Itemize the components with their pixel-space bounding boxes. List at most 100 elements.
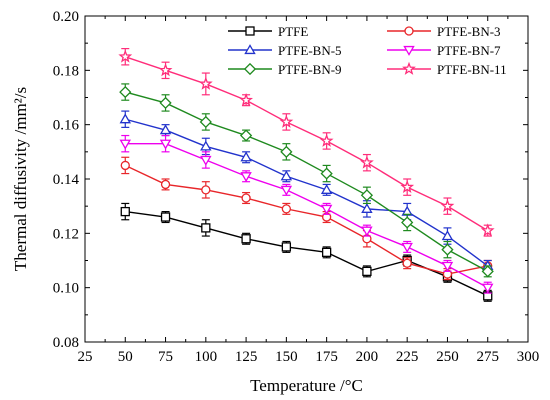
data-point [360, 189, 374, 202]
series-line [125, 210, 489, 297]
data-point [201, 185, 211, 195]
data-point [481, 265, 494, 278]
data-point [240, 151, 252, 162]
x-tick-label: 75 [158, 349, 173, 365]
data-point [120, 160, 130, 171]
data-point [239, 92, 253, 107]
series-line [125, 56, 489, 232]
x-tick-label: 275 [476, 349, 499, 365]
series-layer [118, 47, 495, 302]
data-point [401, 216, 414, 229]
data-point [402, 258, 412, 268]
data-point [159, 124, 172, 135]
legend-marker [244, 44, 256, 55]
data-point [320, 204, 333, 215]
legend-entry: PTFE-BN-3 [387, 24, 501, 39]
data-point [200, 140, 212, 151]
x-tick-label: 225 [396, 349, 419, 365]
data-point [441, 243, 454, 256]
x-tick-label: 25 [78, 349, 93, 365]
y-tick-label: 0.12 [53, 226, 79, 242]
legend-marker [245, 26, 255, 36]
legend-marker [402, 61, 416, 75]
data-point [280, 170, 293, 181]
data-point [241, 193, 251, 203]
x-tick-label: 175 [315, 349, 338, 365]
data-point [159, 139, 172, 150]
series-ptfe-bn-9 [119, 83, 494, 278]
series-line [125, 91, 489, 272]
data-point [319, 133, 334, 147]
legend-entry: PTFE-BN-11 [387, 61, 507, 77]
data-point [281, 242, 292, 252]
data-point [280, 145, 293, 158]
data-point [160, 212, 171, 222]
data-point [120, 206, 130, 217]
data-point [280, 185, 293, 196]
legend: PTFE PTFE-BN-3 PTFE-BN-5 PTFE-BN-7 PTFE-BN-9… [228, 24, 507, 77]
data-point [320, 183, 333, 194]
data-point [482, 283, 494, 294]
data-point [198, 76, 213, 90]
series-line [125, 118, 489, 267]
legend-label: PTFE-BN-7 [437, 43, 501, 58]
legend-label: PTFE-BN-3 [437, 24, 501, 39]
legend-label: PTFE [278, 24, 308, 39]
data-point [281, 204, 292, 214]
data-point [158, 63, 173, 77]
x-tick-label: 50 [118, 349, 133, 365]
x-axis-title: Temperature /°C [250, 376, 363, 395]
data-point [118, 49, 133, 63]
x-tick-label: 250 [436, 349, 459, 365]
series-ptfe-bn-7 [119, 134, 494, 294]
legend-entry: PTFE-BN-7 [387, 43, 501, 58]
legend-marker [403, 45, 415, 56]
y-tick-label: 0.20 [53, 9, 79, 25]
x-tick-label: 300 [517, 349, 540, 365]
y-tick-label: 0.14 [53, 172, 80, 188]
x-axis-ticks: 25 50 75 100 125 150 175 200 225 250 275 300 [78, 16, 540, 365]
data-point [199, 115, 212, 129]
x-tick-label: 150 [275, 349, 298, 365]
data-point [119, 139, 131, 150]
y-axis-title: Thermal diffusivity /mm²/s [11, 87, 30, 271]
series-ptfe [120, 202, 493, 302]
legend-entry: PTFE-BN-5 [228, 43, 342, 58]
x-tick-label: 100 [195, 349, 218, 365]
data-point [440, 198, 455, 213]
legend-marker [404, 26, 414, 36]
series-line [125, 142, 489, 289]
data-point [239, 129, 253, 142]
y-tick-label: 0.10 [53, 281, 79, 297]
data-point [400, 179, 415, 194]
legend-label: PTFE-BN-5 [278, 43, 342, 58]
data-point [441, 230, 454, 241]
data-point [201, 223, 211, 233]
data-point [279, 114, 294, 128]
data-point [159, 96, 172, 110]
data-point [441, 261, 454, 272]
legend-marker [243, 62, 257, 76]
data-point [360, 155, 374, 169]
data-point [241, 234, 251, 244]
legend-entry: PTFE-BN-9 [228, 62, 342, 77]
data-point [362, 266, 372, 277]
y-axis-ticks: 0.08 0.10 0.12 0.14 0.16 0.18 0.20 [53, 9, 528, 351]
data-point [320, 167, 333, 180]
x-tick-label: 200 [356, 349, 379, 365]
legend-label: PTFE-BN-11 [437, 62, 507, 77]
y-tick-label: 0.18 [53, 63, 79, 79]
series-line [124, 164, 488, 275]
data-point [361, 202, 373, 213]
data-point [119, 85, 132, 99]
data-point [401, 242, 413, 253]
series-ptfe-bn-5 [119, 110, 494, 272]
data-point [160, 179, 171, 190]
data-point [200, 155, 212, 166]
data-point [480, 223, 495, 237]
y-tick-label: 0.08 [53, 335, 79, 351]
series-ptfe-bn-11 [118, 47, 495, 237]
data-point [321, 247, 332, 258]
legend-label: PTFE-BN-9 [278, 62, 342, 77]
